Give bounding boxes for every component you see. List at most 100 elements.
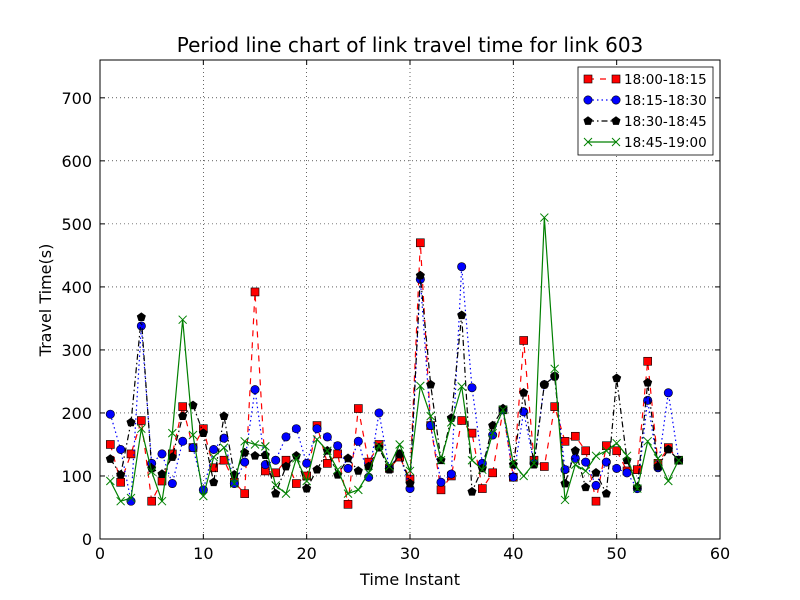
data-point [498,405,508,415]
data-point [570,445,580,455]
data-point [291,453,301,463]
data-point [560,495,570,505]
data-point [323,459,332,468]
data-point [663,444,673,454]
y-axis-label: Travel Time(s) [36,244,55,358]
data-point [209,477,219,487]
data-point [302,483,312,493]
legend: 18:00-18:15 18:15-18:30 18:30-18:45 18:45-1… [577,66,714,156]
data-point [105,476,115,486]
data-point [333,441,343,451]
data-point [312,424,322,434]
data-point [198,428,208,437]
x-tick-label: 10 [193,544,213,563]
x-tick-label: 50 [606,544,626,563]
data-point [209,452,219,462]
data-point [467,455,477,465]
data-point [353,485,363,495]
data-point [343,500,353,509]
data-point [188,430,198,440]
data-point [343,489,353,498]
data-point [281,461,291,471]
x-tick-label: 60 [710,544,730,563]
data-point [457,382,467,391]
data-point [116,445,126,455]
data-point [446,418,456,427]
data-point [457,310,467,320]
data-point [560,437,570,446]
data-point [477,465,487,475]
legend-marker [611,137,621,147]
legend-marker [583,116,593,125]
y-tick-label: 300 [61,341,92,360]
data-point [601,488,611,498]
data-point [457,416,466,425]
data-point [364,468,374,478]
data-point [126,493,136,503]
data-point [426,411,436,421]
data-point [229,479,239,488]
data-point [581,457,591,467]
legend-marker [611,74,621,84]
data-point [302,458,312,468]
series-line [109,275,680,496]
data-point [333,449,342,459]
data-point [591,496,601,506]
data-point [260,441,270,451]
data-point [281,432,291,442]
data-point [467,486,477,496]
legend-marker [583,95,593,105]
data-point [167,479,177,489]
data-point [612,438,622,448]
data-point [312,464,322,474]
data-point [643,377,653,387]
data-point [240,489,249,498]
data-point [540,462,549,471]
data-point [653,453,663,463]
legend-marker [611,116,621,125]
data-point [105,409,115,419]
data-point [643,356,652,366]
data-point [612,373,622,383]
legend-label: 18:30-18:45 [624,114,707,130]
data-point [405,466,415,476]
data-point [519,336,528,345]
data-point [178,402,187,411]
data-point [198,491,208,501]
data-point [457,262,467,272]
data-point [178,411,188,420]
data-point [384,462,394,471]
data-point [240,436,250,446]
data-point [436,455,446,465]
data-point [136,321,146,331]
data-point [663,476,673,486]
data-point [353,436,363,446]
data-point [395,440,405,449]
data-point [415,381,425,391]
data-point [157,469,167,478]
data-point [436,477,446,487]
data-point [663,388,673,398]
data-point [446,469,456,479]
legend-label: 18:45-19:00 [624,135,707,151]
y-tick-label: 600 [61,152,92,171]
series-line [109,266,680,502]
data-point [467,383,477,393]
data-point [240,457,250,467]
data-point [571,431,580,441]
data-point [209,445,219,455]
data-point [622,468,632,478]
data-point [591,451,601,461]
legend-entry: 18:45-19:00 [583,135,707,151]
data-point [219,411,229,420]
y-tick-label: 500 [61,215,92,234]
legend-marker [583,137,593,147]
data-point [167,428,177,438]
data-point [622,451,632,461]
data-point [312,435,322,444]
x-tick-label: 40 [503,544,523,563]
data-point [570,460,580,469]
data-point [612,446,621,456]
data-point [106,440,115,449]
